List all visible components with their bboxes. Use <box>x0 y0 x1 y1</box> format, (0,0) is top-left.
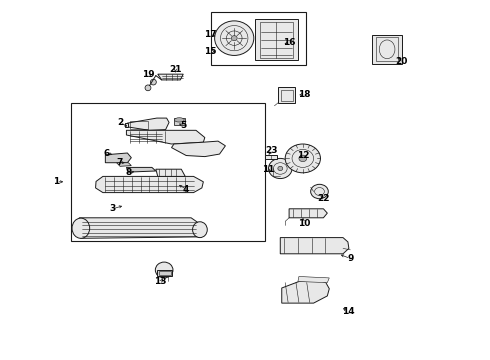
Text: 10: 10 <box>297 219 310 228</box>
Bar <box>71 103 265 241</box>
Bar <box>260 22 293 58</box>
Bar <box>159 271 171 275</box>
Text: 22: 22 <box>317 194 330 203</box>
Text: 9: 9 <box>347 254 354 263</box>
Text: 15: 15 <box>204 46 217 55</box>
Bar <box>130 121 148 129</box>
Ellipse shape <box>145 85 151 91</box>
Ellipse shape <box>174 118 184 122</box>
Text: 23: 23 <box>266 146 278 155</box>
Text: 11: 11 <box>262 165 275 174</box>
Text: 12: 12 <box>296 151 309 160</box>
Text: 7: 7 <box>116 158 123 167</box>
Bar <box>281 90 293 101</box>
Ellipse shape <box>311 184 328 199</box>
Ellipse shape <box>278 166 283 171</box>
Text: 1: 1 <box>53 177 59 186</box>
Polygon shape <box>105 153 131 163</box>
Polygon shape <box>125 123 128 127</box>
Text: 17: 17 <box>204 30 217 39</box>
Bar <box>157 270 172 276</box>
Text: 21: 21 <box>169 65 182 74</box>
Text: 3: 3 <box>110 204 116 213</box>
Text: 16: 16 <box>283 38 295 47</box>
Ellipse shape <box>231 36 237 41</box>
Polygon shape <box>96 176 203 193</box>
Ellipse shape <box>299 155 307 162</box>
Polygon shape <box>117 163 131 166</box>
Polygon shape <box>282 280 329 303</box>
Ellipse shape <box>193 222 207 238</box>
Polygon shape <box>298 276 329 283</box>
Polygon shape <box>289 209 327 218</box>
Text: 6: 6 <box>104 149 110 158</box>
Polygon shape <box>265 155 277 159</box>
Text: 2: 2 <box>117 118 123 127</box>
Bar <box>255 19 298 60</box>
Ellipse shape <box>285 144 320 173</box>
Ellipse shape <box>215 21 254 55</box>
Polygon shape <box>172 141 225 157</box>
Text: 19: 19 <box>142 71 154 79</box>
Polygon shape <box>280 238 349 254</box>
Bar <box>174 118 185 125</box>
Bar <box>211 12 306 65</box>
Text: 14: 14 <box>342 307 354 316</box>
Ellipse shape <box>72 218 90 238</box>
Ellipse shape <box>155 262 173 278</box>
Bar <box>278 87 295 103</box>
Text: 18: 18 <box>297 90 310 99</box>
Text: 20: 20 <box>395 57 408 66</box>
Text: 8: 8 <box>125 168 131 177</box>
Bar <box>376 37 398 61</box>
Ellipse shape <box>150 79 156 85</box>
Text: 13: 13 <box>154 277 167 286</box>
Text: 5: 5 <box>181 122 187 130</box>
Polygon shape <box>126 130 205 144</box>
Polygon shape <box>126 167 156 172</box>
Polygon shape <box>73 218 203 238</box>
Polygon shape <box>156 169 185 176</box>
Bar <box>372 35 402 64</box>
Ellipse shape <box>269 158 292 179</box>
Polygon shape <box>158 74 183 80</box>
Polygon shape <box>126 118 169 130</box>
Text: 4: 4 <box>183 184 190 194</box>
